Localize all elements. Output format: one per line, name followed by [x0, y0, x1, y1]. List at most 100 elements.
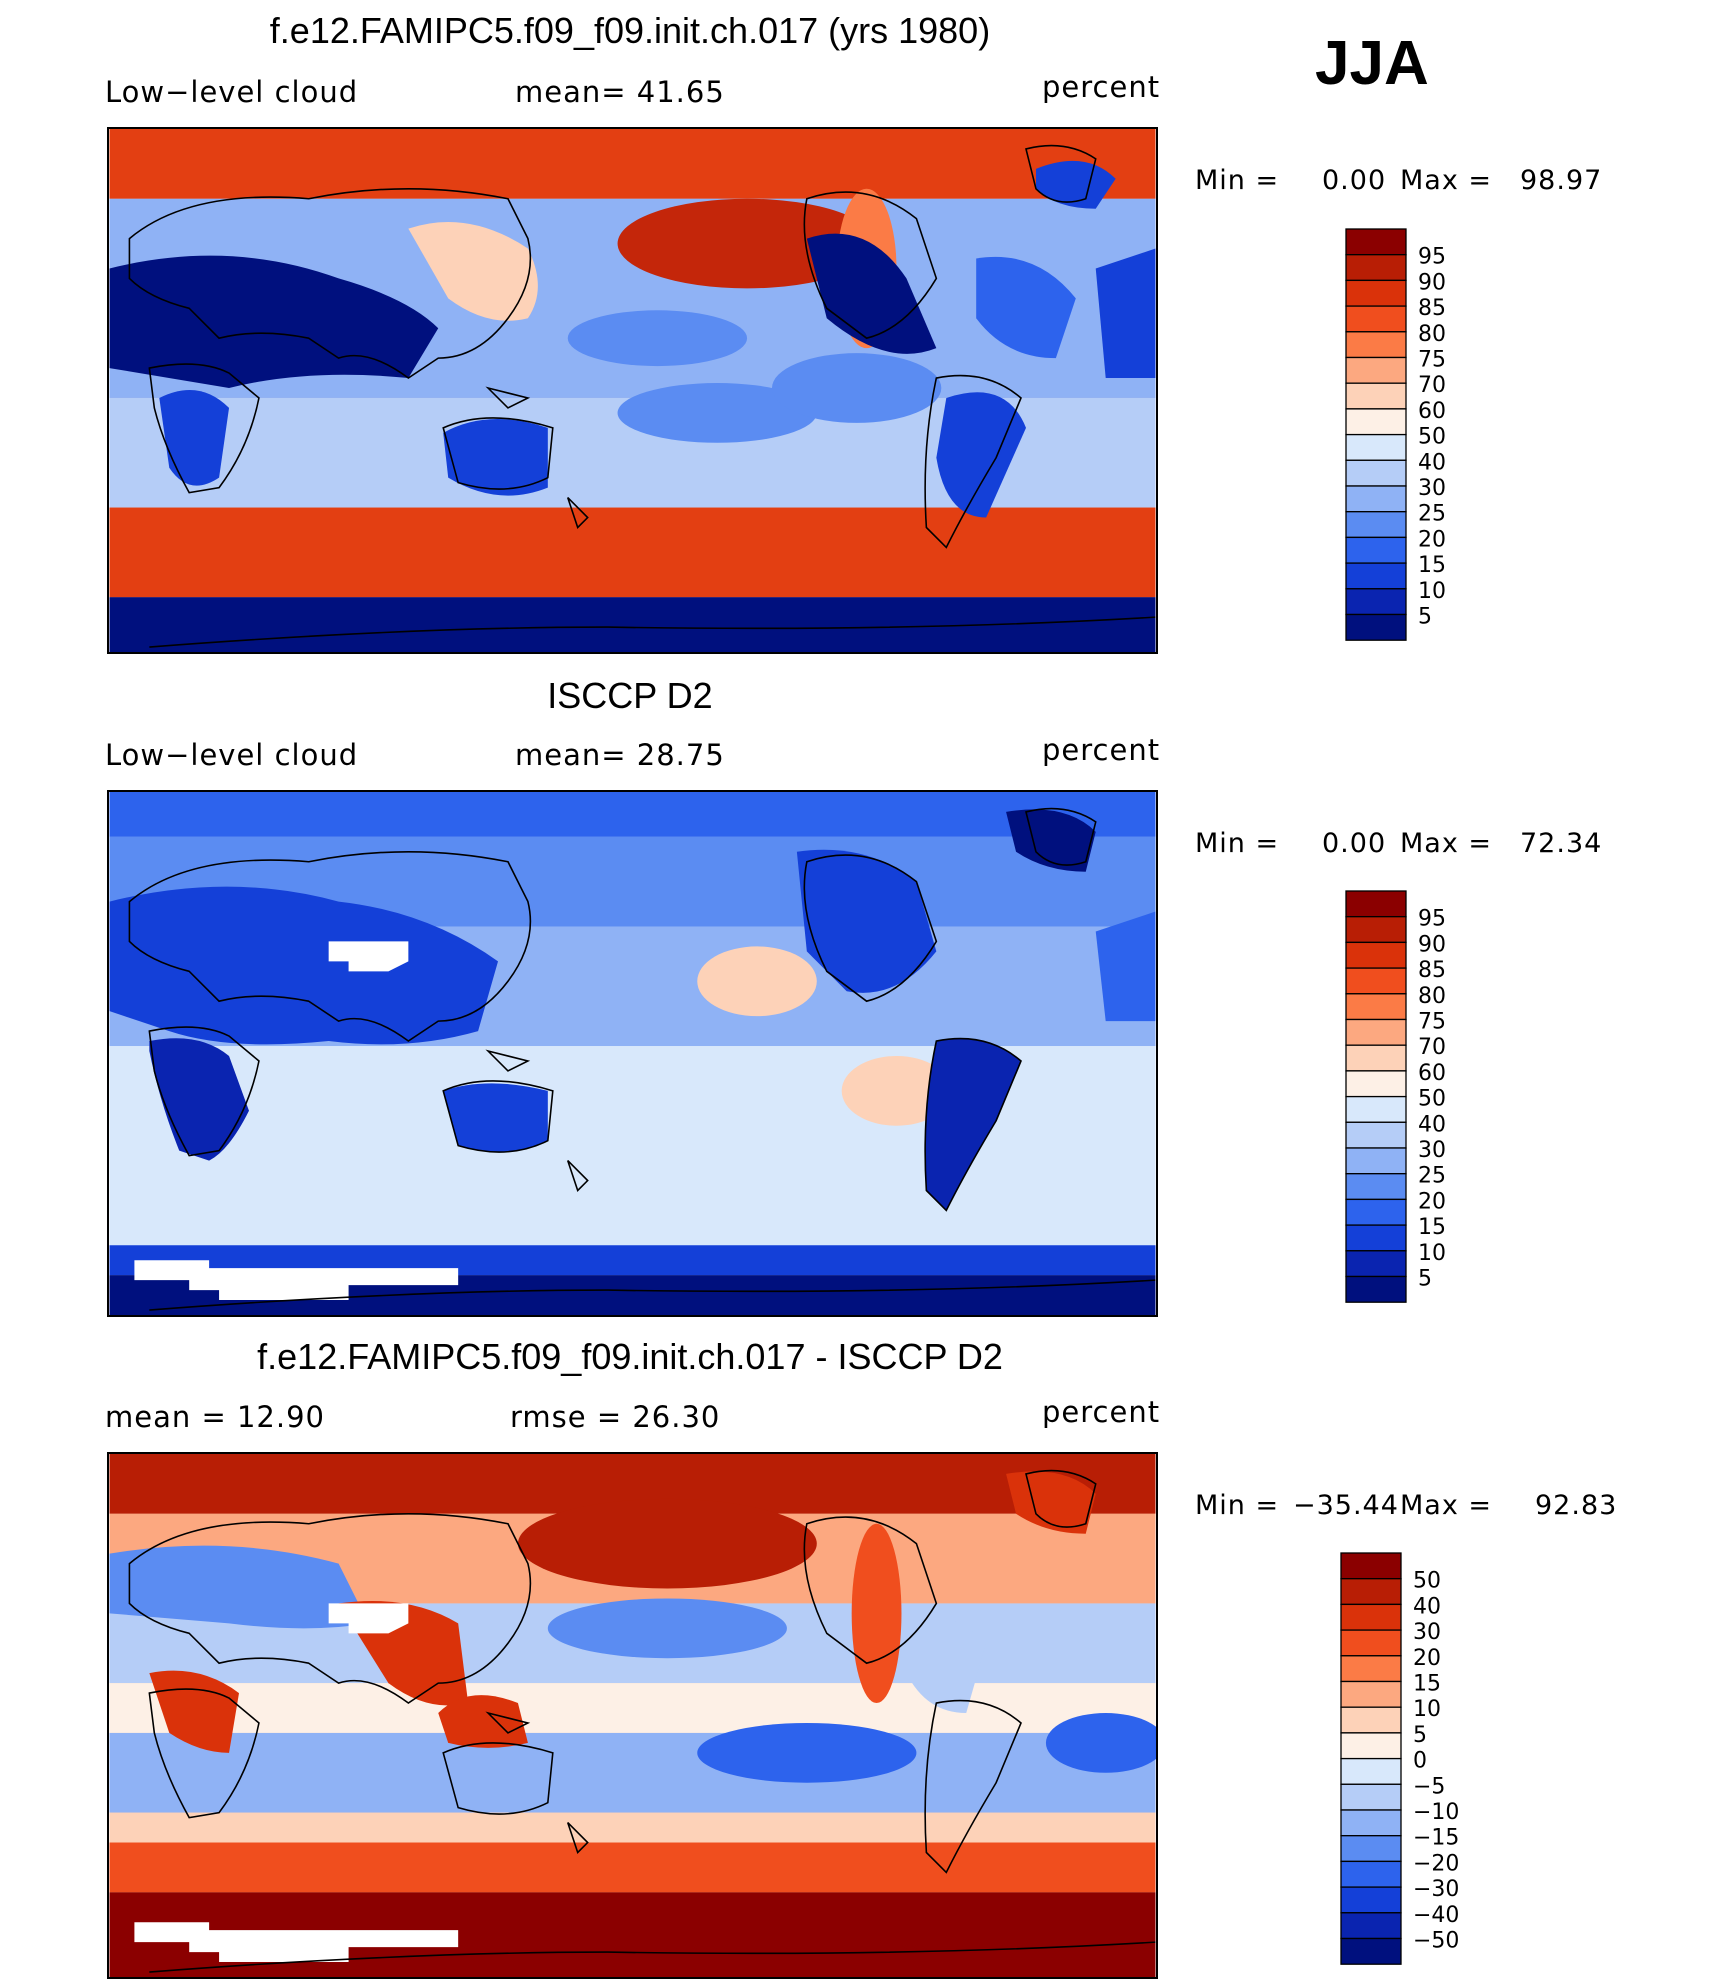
colorbar-swatch — [1345, 511, 1407, 539]
colorbar-swatch — [1345, 382, 1407, 410]
colorbar-tick-label: 30 — [1418, 476, 1446, 501]
panel-3-max-value: 92.83 — [1535, 1490, 1618, 1521]
colorbar-tick-label: 5 — [1413, 1723, 1427, 1748]
panel-1-colorbar: 95 90 85 80 75 70 60 50 40 30 25 20 15 10 5 — [1345, 228, 1485, 648]
colorbar-swatch — [1340, 1886, 1402, 1914]
colorbar-tick-label: 95 — [1418, 245, 1446, 270]
colorbar-swatch — [1345, 433, 1407, 461]
colorbar-tick-label: −10 — [1413, 1800, 1459, 1825]
colorbar-swatch — [1345, 613, 1407, 641]
colorbar-tick-label: −15 — [1413, 1826, 1459, 1851]
colorbar-tick-label: 50 — [1418, 1087, 1446, 1112]
season-label: JJA — [1315, 29, 1429, 98]
colorbar-swatch — [1345, 1121, 1407, 1149]
colorbar-tick-label: 90 — [1418, 270, 1446, 295]
colorbar-swatch — [1345, 1147, 1407, 1175]
colorbar-swatch — [1345, 1173, 1407, 1201]
colorbar-tick-label: 30 — [1413, 1620, 1441, 1645]
colorbar-swatch — [1345, 254, 1407, 282]
colorbar-tick-label: 85 — [1418, 958, 1446, 983]
panel-1-max-value: 98.97 — [1520, 165, 1603, 196]
panel-2-max-value: 72.34 — [1520, 828, 1603, 859]
colorbar-swatch — [1345, 1095, 1407, 1123]
colorbar-tick-label: 15 — [1413, 1672, 1441, 1697]
panel-2-min-label: Min = — [1195, 828, 1280, 859]
panel-3-rmse-label: rmse = 26.30 — [510, 1400, 721, 1434]
colorbar-swatch — [1340, 1912, 1402, 1940]
colorbar-tick-label: 10 — [1418, 1241, 1446, 1266]
panel-1-min-value: 0.00 — [1322, 165, 1387, 196]
colorbar-swatch — [1345, 536, 1407, 564]
colorbar-swatch — [1345, 588, 1407, 616]
colorbar-swatch — [1340, 1783, 1402, 1811]
panel-1-max-label: Max = — [1400, 165, 1493, 196]
colorbar-tick-label: 70 — [1418, 373, 1446, 398]
colorbar-swatch — [1340, 1937, 1402, 1965]
colorbar-swatch — [1340, 1809, 1402, 1837]
panel-2-min-value: 0.00 — [1322, 828, 1387, 859]
colorbar-tick-label: 50 — [1413, 1569, 1441, 1594]
colorbar-tick-label: 40 — [1418, 450, 1446, 475]
colorbar-swatch — [1340, 1655, 1402, 1683]
colorbar-tick-label: 25 — [1418, 502, 1446, 527]
colorbar-tick-label: 20 — [1413, 1646, 1441, 1671]
panel-2-colorbar: 95 90 85 80 75 70 60 50 40 30 25 20 15 10 5 — [1345, 890, 1485, 1310]
colorbar-swatch — [1345, 941, 1407, 969]
colorbar-swatch — [1345, 967, 1407, 995]
colorbar-tick-label: 5 — [1418, 605, 1432, 630]
colorbar-tick-label: 0 — [1413, 1749, 1427, 1774]
colorbar-swatch — [1340, 1603, 1402, 1631]
colorbar-tick-label: 5 — [1418, 1267, 1432, 1292]
panel-1-units-label: percent — [1042, 70, 1161, 104]
colorbar-swatch — [1345, 485, 1407, 513]
panel-3-map-svg — [109, 1454, 1156, 1977]
colorbar-swatch — [1345, 279, 1407, 307]
colorbar-tick-label: −30 — [1413, 1877, 1459, 1902]
colorbar-swatch — [1345, 1044, 1407, 1072]
colorbar-tick-label: 60 — [1418, 1061, 1446, 1086]
colorbar-tick-label: −40 — [1413, 1903, 1459, 1928]
panel-2-title: ISCCP D2 — [547, 675, 713, 716]
colorbar-tick-label: 40 — [1413, 1594, 1441, 1619]
panel-3-mean-label: mean = 12.90 — [105, 1400, 325, 1434]
panel-2-max-label: Max = — [1400, 828, 1493, 859]
colorbar-swatch — [1345, 305, 1407, 333]
colorbar-tick-label: 30 — [1418, 1138, 1446, 1163]
panel-2-variable-label: Low−level cloud — [105, 738, 359, 772]
panel-3-min-label: Min = — [1195, 1490, 1280, 1521]
panel-1-mean-label: mean= 41.65 — [515, 75, 725, 109]
panel-2-mean-label: mean= 28.75 — [515, 738, 725, 772]
colorbar-tick-label: 15 — [1418, 1215, 1446, 1240]
colorbar-swatch — [1345, 408, 1407, 436]
panel-3-title: f.e12.FAMIPC5.f09_f09.init.ch.017 - ISCC… — [257, 1336, 1003, 1377]
colorbar-tick-label: 10 — [1413, 1697, 1441, 1722]
colorbar-tick-label: 40 — [1418, 1112, 1446, 1137]
colorbar-swatch — [1345, 356, 1407, 384]
colorbar-tick-label: 20 — [1418, 527, 1446, 552]
colorbar-tick-label: 70 — [1418, 1035, 1446, 1060]
panel-1-map — [107, 127, 1158, 654]
colorbar-swatch — [1340, 1552, 1402, 1580]
panel-3-max-label: Max = — [1400, 1490, 1493, 1521]
colorbar-tick-label: −5 — [1413, 1774, 1445, 1799]
colorbar-swatch — [1345, 1275, 1407, 1303]
colorbar-swatch — [1340, 1706, 1402, 1734]
colorbar-swatch — [1345, 890, 1407, 918]
colorbar-swatch — [1340, 1578, 1402, 1606]
panel-3-min-value: −35.44 — [1293, 1490, 1399, 1521]
colorbar-swatch — [1345, 993, 1407, 1021]
panel-1-variable-label: Low−level cloud — [105, 75, 359, 109]
colorbar-tick-label: 80 — [1418, 322, 1446, 347]
colorbar-tick-label: −20 — [1413, 1851, 1459, 1876]
colorbar-tick-label: 75 — [1418, 348, 1446, 373]
panel-3-colorbar: 50 40 30 20 15 10 5 0 −5 −10 −15 −20 −30 −40 −50 — [1340, 1552, 1490, 1972]
colorbar-swatch — [1345, 228, 1407, 256]
colorbar-swatch — [1345, 916, 1407, 944]
colorbar-swatch — [1345, 1198, 1407, 1226]
colorbar-swatch — [1345, 1070, 1407, 1098]
colorbar-swatch — [1340, 1835, 1402, 1863]
colorbar-tick-label: 10 — [1418, 579, 1446, 604]
colorbar-swatch — [1340, 1732, 1402, 1760]
